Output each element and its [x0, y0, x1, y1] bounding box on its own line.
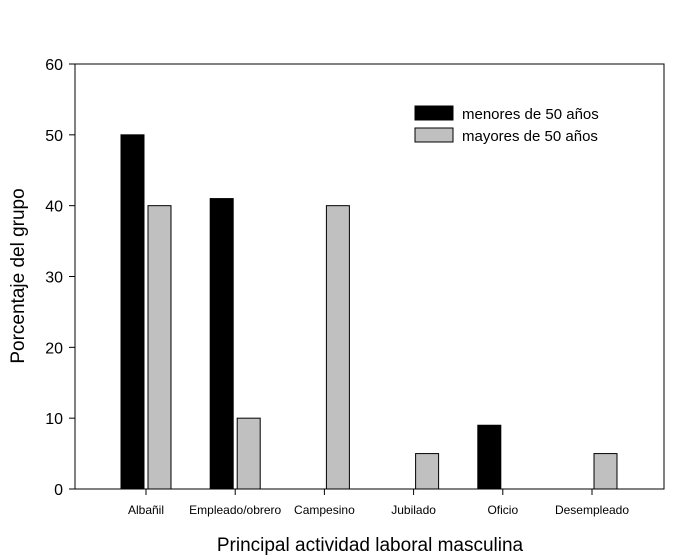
bars: [120, 134, 618, 490]
bar-menores-4: [477, 424, 502, 490]
bar-menores-1: [209, 198, 234, 490]
x-axis-categories: Albañil Empleado/obrero Campesino Jubilado O…: [128, 489, 629, 517]
legend-label: menores de 50 años: [462, 106, 599, 123]
bar-mayores-3: [415, 453, 440, 490]
bar-mayores-0: [147, 205, 172, 490]
bar-mayores-5: [593, 453, 618, 490]
x-category-label: Desempleado: [555, 503, 629, 517]
y-tick-label: 0: [54, 482, 63, 499]
y-tick-label: 40: [45, 199, 63, 216]
bar-mayores-2: [325, 205, 350, 490]
y-tick-label: 30: [45, 270, 63, 287]
y-axis: 0 10 20 30 40 50 60: [45, 57, 75, 499]
y-tick-label: 10: [45, 411, 63, 428]
legend-label: mayores de 50 años: [462, 128, 598, 145]
x-category-label: Jubilado: [391, 503, 436, 517]
legend-swatch: [414, 105, 454, 121]
x-category-label: Campesino: [294, 503, 355, 517]
x-category-label: Albañil: [128, 503, 164, 517]
legend: menores de 50 años mayores de 50 años: [414, 105, 599, 145]
y-tick-label: 60: [45, 57, 63, 74]
x-category-label: Oficio: [487, 503, 518, 517]
y-tick-label: 50: [45, 128, 63, 145]
y-axis-title: Porcentaje del grupo: [8, 188, 29, 363]
legend-swatch: [414, 127, 454, 143]
y-tick-label: 20: [45, 340, 63, 357]
x-category-label: Empleado/obrero: [189, 503, 281, 517]
bar-mayores-1: [236, 417, 261, 490]
bar-menores-0: [120, 134, 145, 490]
x-axis-title: Principal actividad laboral masculina: [217, 535, 524, 556]
